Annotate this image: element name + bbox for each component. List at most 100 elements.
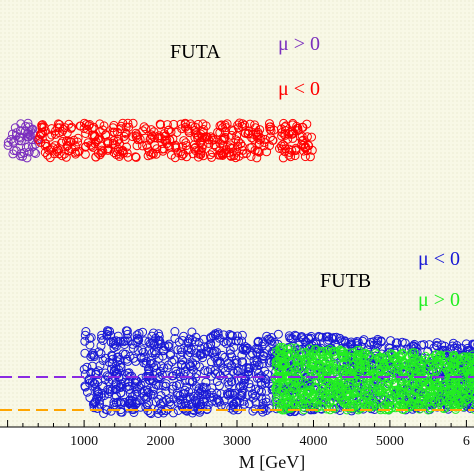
- futa-point-1: [299, 146, 309, 156]
- futb-point-0: [225, 349, 235, 359]
- futb-point-1: [393, 370, 403, 379]
- futa-point-1: [89, 131, 99, 141]
- futb-point-1: [278, 388, 288, 398]
- futa-point-1: [170, 153, 180, 163]
- futb-point-1: [414, 399, 424, 409]
- x-axis-label: M [GeV]: [239, 452, 305, 472]
- futa-point-1: [116, 124, 126, 134]
- futa-point-1: [233, 123, 243, 133]
- futa-point-1: [166, 127, 176, 137]
- futa-point-1: [43, 150, 53, 160]
- futb-point-1: [342, 365, 352, 375]
- futb-point-0: [199, 394, 209, 404]
- futb-point-0: [128, 343, 138, 353]
- futb-point-1: [283, 349, 293, 359]
- futb-point-1: [472, 382, 474, 389]
- x-axis-ticks: 1000 2000 3000 4000 5000 6: [7, 420, 470, 449]
- futa-point-1: [109, 136, 119, 146]
- futb-point-0: [170, 327, 180, 336]
- futb-point-1: [370, 399, 380, 409]
- futb-point-1: [458, 389, 468, 399]
- futb-point-0: [198, 353, 207, 363]
- futb-point-0: [237, 330, 247, 340]
- futb-point-1: [293, 354, 303, 364]
- futb-point-1: [414, 355, 424, 365]
- futb-point-0: [174, 337, 184, 347]
- futa-point-1: [233, 141, 243, 151]
- futb-point-0: [184, 343, 193, 353]
- x-tick-label: 2000: [147, 434, 175, 449]
- futa-point-1: [41, 139, 51, 149]
- futb-point-1: [317, 385, 327, 394]
- futb-point-0: [238, 344, 248, 354]
- futb-point-1: [305, 381, 315, 391]
- futb-point-1: [353, 345, 362, 355]
- futa-point-0: [24, 127, 34, 137]
- futa-point-1: [183, 124, 193, 134]
- futa-label: FUTA: [170, 41, 221, 63]
- futb-point-0: [226, 331, 236, 340]
- futb-point-0: [201, 377, 211, 387]
- futb-point-0: [154, 380, 164, 390]
- futb-point-1: [330, 346, 339, 356]
- futb-point-0: [116, 388, 126, 398]
- futa-point-1: [293, 123, 303, 133]
- futa-point-1: [246, 152, 256, 161]
- futb-point-1: [326, 382, 335, 392]
- futa-point-1: [277, 131, 287, 141]
- futb-legend-mu-pos: μ > 0: [418, 289, 460, 311]
- futb-point-1: [306, 358, 316, 368]
- futb-point-0: [105, 386, 115, 396]
- futb-point-1: [384, 404, 393, 414]
- futa-point-1: [238, 149, 248, 159]
- futb-point-0: [353, 337, 363, 347]
- futb-point-1: [471, 400, 474, 409]
- futb-point-1: [404, 387, 414, 396]
- futb-point-0: [150, 339, 159, 349]
- futb-point-0: [121, 326, 131, 336]
- futb-point-0: [140, 336, 150, 346]
- futb-point-1: [284, 352, 294, 361]
- futb-point-1: [361, 384, 371, 394]
- futb-point-1: [326, 347, 336, 357]
- futb-point-1: [343, 388, 353, 398]
- futa-point-1: [128, 132, 138, 142]
- futb-point-1: [276, 402, 285, 412]
- futb-point-1: [285, 389, 295, 399]
- futb-point-0: [138, 347, 148, 357]
- futb-point-0: [158, 345, 168, 355]
- futa-point-1: [196, 150, 206, 160]
- futa-point-1: [37, 120, 47, 130]
- futb-point-1: [445, 377, 455, 387]
- futb-point-1: [283, 344, 292, 354]
- futb-point-1: [436, 397, 446, 407]
- futa-point-1: [218, 141, 228, 151]
- futb-point-1: [435, 351, 445, 361]
- futb-point-0: [116, 362, 126, 372]
- futa-point-1: [224, 148, 234, 158]
- futb-point-0: [336, 336, 346, 346]
- futb-point-1: [358, 349, 368, 359]
- futa-point-1: [184, 128, 194, 138]
- futb-point-0: [143, 388, 153, 398]
- futa-point-1: [227, 125, 237, 135]
- futb-point-0: [123, 329, 132, 339]
- futb-point-0: [244, 364, 254, 374]
- futb-point-1: [400, 358, 410, 368]
- futa-point-0: [23, 118, 33, 128]
- futa-point-1: [162, 120, 172, 130]
- futb-point-0: [259, 404, 269, 414]
- futa-point-1: [132, 130, 142, 140]
- futb-point-1: [308, 392, 318, 401]
- futb-point-0: [391, 338, 401, 348]
- futa-point-0: [21, 143, 31, 152]
- futb-point-1: [328, 403, 338, 413]
- futb-point-1: [390, 403, 400, 413]
- x-tick-label: 3000: [223, 434, 251, 449]
- futb-point-0: [138, 327, 148, 337]
- futa-point-1: [73, 137, 83, 147]
- futa-point-1: [108, 127, 118, 137]
- futb-point-0: [264, 358, 274, 368]
- futb-point-1: [345, 370, 355, 380]
- futb-point-0: [328, 334, 338, 344]
